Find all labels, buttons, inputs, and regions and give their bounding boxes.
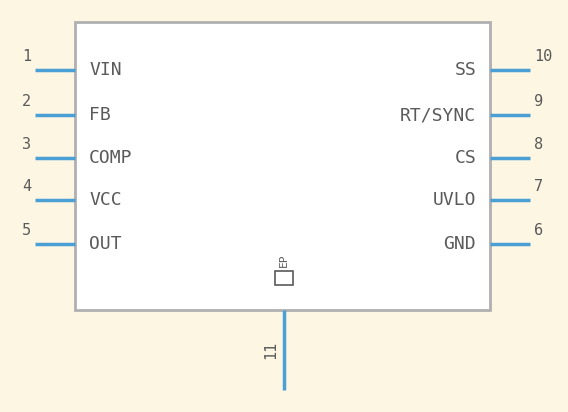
Text: CS: CS	[454, 149, 476, 167]
Text: 6: 6	[534, 223, 543, 238]
Text: VIN: VIN	[89, 61, 122, 79]
Text: 8: 8	[534, 137, 543, 152]
Text: GND: GND	[444, 235, 476, 253]
Text: 3: 3	[22, 137, 31, 152]
Text: 10: 10	[534, 49, 552, 64]
Text: 7: 7	[534, 179, 543, 194]
Bar	[275, 271, 293, 285]
Text: COMP: COMP	[89, 149, 132, 167]
Text: 5: 5	[22, 223, 31, 238]
Text: 1: 1	[22, 49, 31, 64]
Text: SS: SS	[454, 61, 476, 79]
Text: EP: EP	[279, 274, 289, 283]
Text: 2: 2	[22, 94, 31, 109]
Text: UVLO: UVLO	[432, 191, 476, 209]
Text: RT/SYNC: RT/SYNC	[400, 106, 476, 124]
Text: EP: EP	[279, 253, 289, 267]
Text: 9: 9	[534, 94, 543, 109]
Text: FB: FB	[89, 106, 111, 124]
Text: 11: 11	[263, 341, 278, 359]
Bar	[75, 22, 490, 310]
Text: OUT: OUT	[89, 235, 122, 253]
Text: 4: 4	[22, 179, 31, 194]
Text: VCC: VCC	[89, 191, 122, 209]
